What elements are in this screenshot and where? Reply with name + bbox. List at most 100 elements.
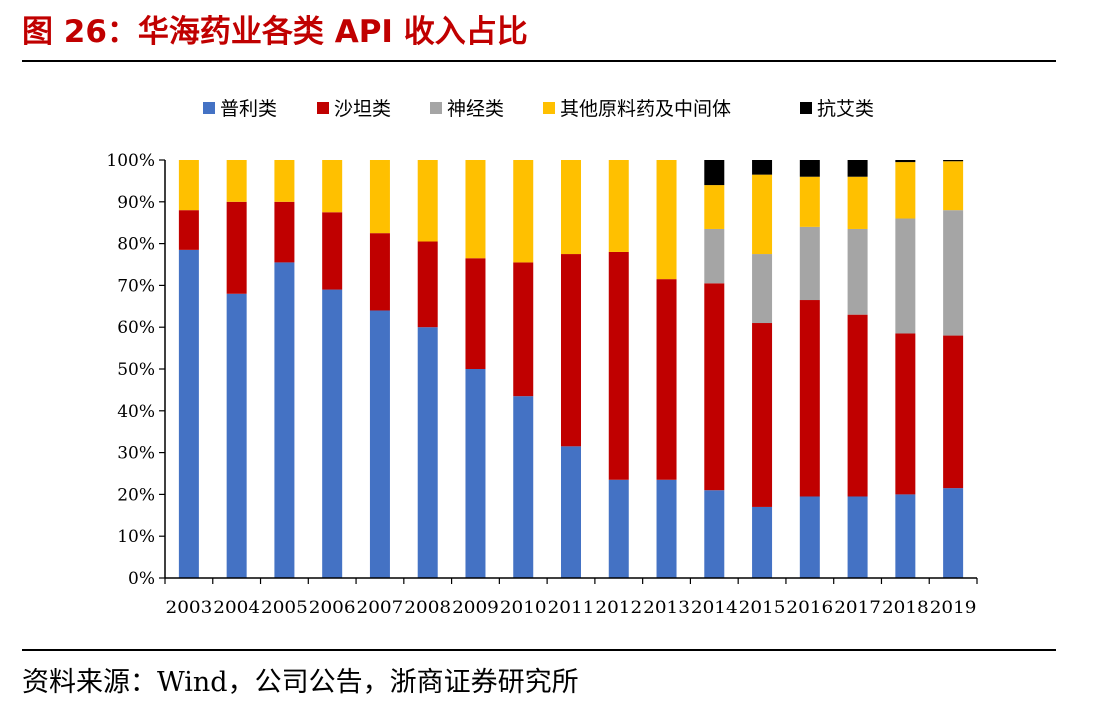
stacked-bar-chart: 普利类 沙坦类 神经类 其他原料药及中间体 抗艾类 0% 10% 20% 30% 40% 50% 6… bbox=[106, 98, 978, 618]
legend-swatch bbox=[800, 102, 812, 114]
y-tick-label: 70% bbox=[117, 276, 155, 296]
x-tick-label: 2003 bbox=[166, 598, 213, 618]
top-rule bbox=[22, 60, 1056, 62]
bar-segment-2011-s0 bbox=[561, 446, 581, 578]
bar-segment-2017-s3 bbox=[847, 176, 868, 229]
bar-segment-2014-s3 bbox=[704, 185, 725, 229]
bar-segment-2017-s2 bbox=[847, 228, 868, 315]
y-tick-label: 40% bbox=[117, 402, 155, 422]
bar-segment-2015-s0 bbox=[752, 506, 773, 578]
x-tick-label: 2013 bbox=[643, 598, 690, 618]
bar-segment-2016-s3 bbox=[799, 176, 820, 227]
bar-segment-2018-s3 bbox=[895, 162, 916, 219]
bar-segment-2018-s0 bbox=[895, 494, 916, 578]
y-tick-label: 80% bbox=[117, 235, 155, 255]
bar-segment-2012-s0 bbox=[608, 479, 629, 578]
bar-segment-2014-s1 bbox=[704, 283, 725, 491]
bar-segment-2015-s2 bbox=[752, 254, 773, 324]
bar-segment-2018-s1 bbox=[895, 333, 916, 495]
bar-segment-2004-s3 bbox=[226, 160, 247, 202]
x-tick-label: 2019 bbox=[930, 598, 977, 618]
x-tick-label: 2009 bbox=[452, 598, 499, 618]
bar-segment-2018-s4 bbox=[895, 160, 916, 163]
bar-segment-2005-s0 bbox=[274, 262, 295, 578]
bar-segment-2007-s1 bbox=[369, 233, 390, 311]
bar-segment-2015-s4 bbox=[752, 160, 773, 175]
bar-segment-2007-s0 bbox=[369, 310, 390, 578]
legend-label: 神经类 bbox=[447, 98, 504, 120]
bar-segment-2014-s2 bbox=[704, 228, 725, 284]
bar-segment-2014-s4 bbox=[704, 160, 725, 186]
bar-segment-2013-s3 bbox=[656, 160, 677, 280]
source-note: 资料来源：Wind，公司公告，浙商证券研究所 bbox=[22, 667, 579, 698]
bar-segment-2019-s4 bbox=[943, 160, 964, 162]
y-tick-label: 50% bbox=[117, 360, 155, 380]
axes bbox=[159, 159, 978, 584]
y-tick-label: 30% bbox=[117, 444, 155, 464]
bar-segment-2012-s1 bbox=[608, 251, 629, 480]
x-tick-label: 2017 bbox=[834, 598, 881, 618]
bar-segment-2003-s3 bbox=[178, 160, 199, 211]
legend-label: 抗艾类 bbox=[817, 98, 874, 120]
bar-segment-2009-s3 bbox=[465, 160, 486, 259]
bar-segment-2008-s1 bbox=[417, 241, 438, 328]
y-tick-label: 10% bbox=[117, 527, 155, 547]
bar-segment-2008-s3 bbox=[417, 160, 438, 242]
bar-segment-2016-s1 bbox=[799, 300, 820, 497]
bar-segment-2003-s1 bbox=[178, 210, 199, 250]
x-tick-label: 2015 bbox=[739, 598, 786, 618]
legend-swatch bbox=[203, 102, 215, 114]
legend-label: 普利类 bbox=[220, 98, 277, 120]
x-tick-label: 2007 bbox=[357, 598, 404, 618]
bottom-rule bbox=[22, 649, 1056, 651]
bar-segment-2003-s0 bbox=[178, 249, 199, 578]
bar-segment-2006-s0 bbox=[322, 289, 343, 578]
bar-segment-2017-s1 bbox=[847, 314, 868, 497]
bar-segment-2012-s3 bbox=[608, 160, 629, 252]
bar-segment-2016-s0 bbox=[799, 496, 820, 578]
bar-segment-2019-s0 bbox=[943, 488, 964, 578]
bar-segment-2014-s0 bbox=[704, 490, 725, 578]
bar-segment-2015-s1 bbox=[752, 323, 773, 507]
y-tick-label: 60% bbox=[117, 318, 155, 338]
bar-segment-2015-s3 bbox=[752, 174, 773, 255]
legend-swatch bbox=[317, 102, 329, 114]
bar-segment-2019-s1 bbox=[943, 335, 964, 489]
bar-segment-2004-s0 bbox=[226, 293, 247, 578]
bar-segment-2005-s1 bbox=[274, 201, 295, 263]
bar-segment-2010-s0 bbox=[513, 396, 534, 578]
legend-swatch bbox=[543, 102, 555, 114]
x-tick-label: 2016 bbox=[786, 598, 833, 618]
x-tick-label: 2005 bbox=[261, 598, 308, 618]
bar-segment-2009-s1 bbox=[465, 258, 486, 369]
bar-segment-2009-s0 bbox=[465, 369, 486, 578]
x-tick-label: 2011 bbox=[548, 598, 595, 618]
legend-swatch bbox=[430, 102, 442, 114]
x-tick-label: 2018 bbox=[882, 598, 929, 618]
figure-title: 图 26：华海药业各类 API 收入占比 bbox=[22, 14, 528, 50]
bar-segment-2018-s2 bbox=[895, 218, 916, 334]
x-tick-label: 2004 bbox=[213, 598, 260, 618]
y-axis-tick-labels: 0% 10% 20% 30% 40% 50% 60% 70% 80% 90% 100% bbox=[106, 151, 155, 589]
bar-segment-2011-s3 bbox=[561, 160, 581, 255]
x-axis-tick-labels: 2003 2004 2005 2006 2007 2008 2009 2010 2011 2012… bbox=[166, 598, 977, 618]
bar-segment-2004-s1 bbox=[226, 201, 247, 294]
bar-segment-2019-s2 bbox=[943, 210, 964, 336]
y-tick-label: 90% bbox=[117, 193, 155, 213]
y-tick-label: 0% bbox=[128, 569, 155, 589]
bar-segment-2016-s4 bbox=[799, 160, 820, 177]
bar-segment-2013-s1 bbox=[656, 279, 677, 480]
y-tick-label: 100% bbox=[106, 151, 155, 171]
x-tick-label: 2014 bbox=[691, 598, 738, 618]
bar-segment-2007-s3 bbox=[369, 160, 390, 234]
bar-segment-2017-s4 bbox=[847, 160, 868, 177]
x-tick-label: 2008 bbox=[404, 598, 451, 618]
bar-segment-2005-s3 bbox=[274, 160, 295, 202]
legend-label: 其他原料药及中间体 bbox=[560, 98, 731, 120]
bar-segment-2006-s1 bbox=[322, 212, 343, 290]
bar-segment-2011-s1 bbox=[561, 254, 581, 447]
bar-segment-2017-s0 bbox=[847, 496, 868, 578]
bar-segment-2010-s1 bbox=[513, 262, 534, 397]
bar-segment-2010-s3 bbox=[513, 160, 534, 263]
x-tick-label: 2012 bbox=[595, 598, 642, 618]
